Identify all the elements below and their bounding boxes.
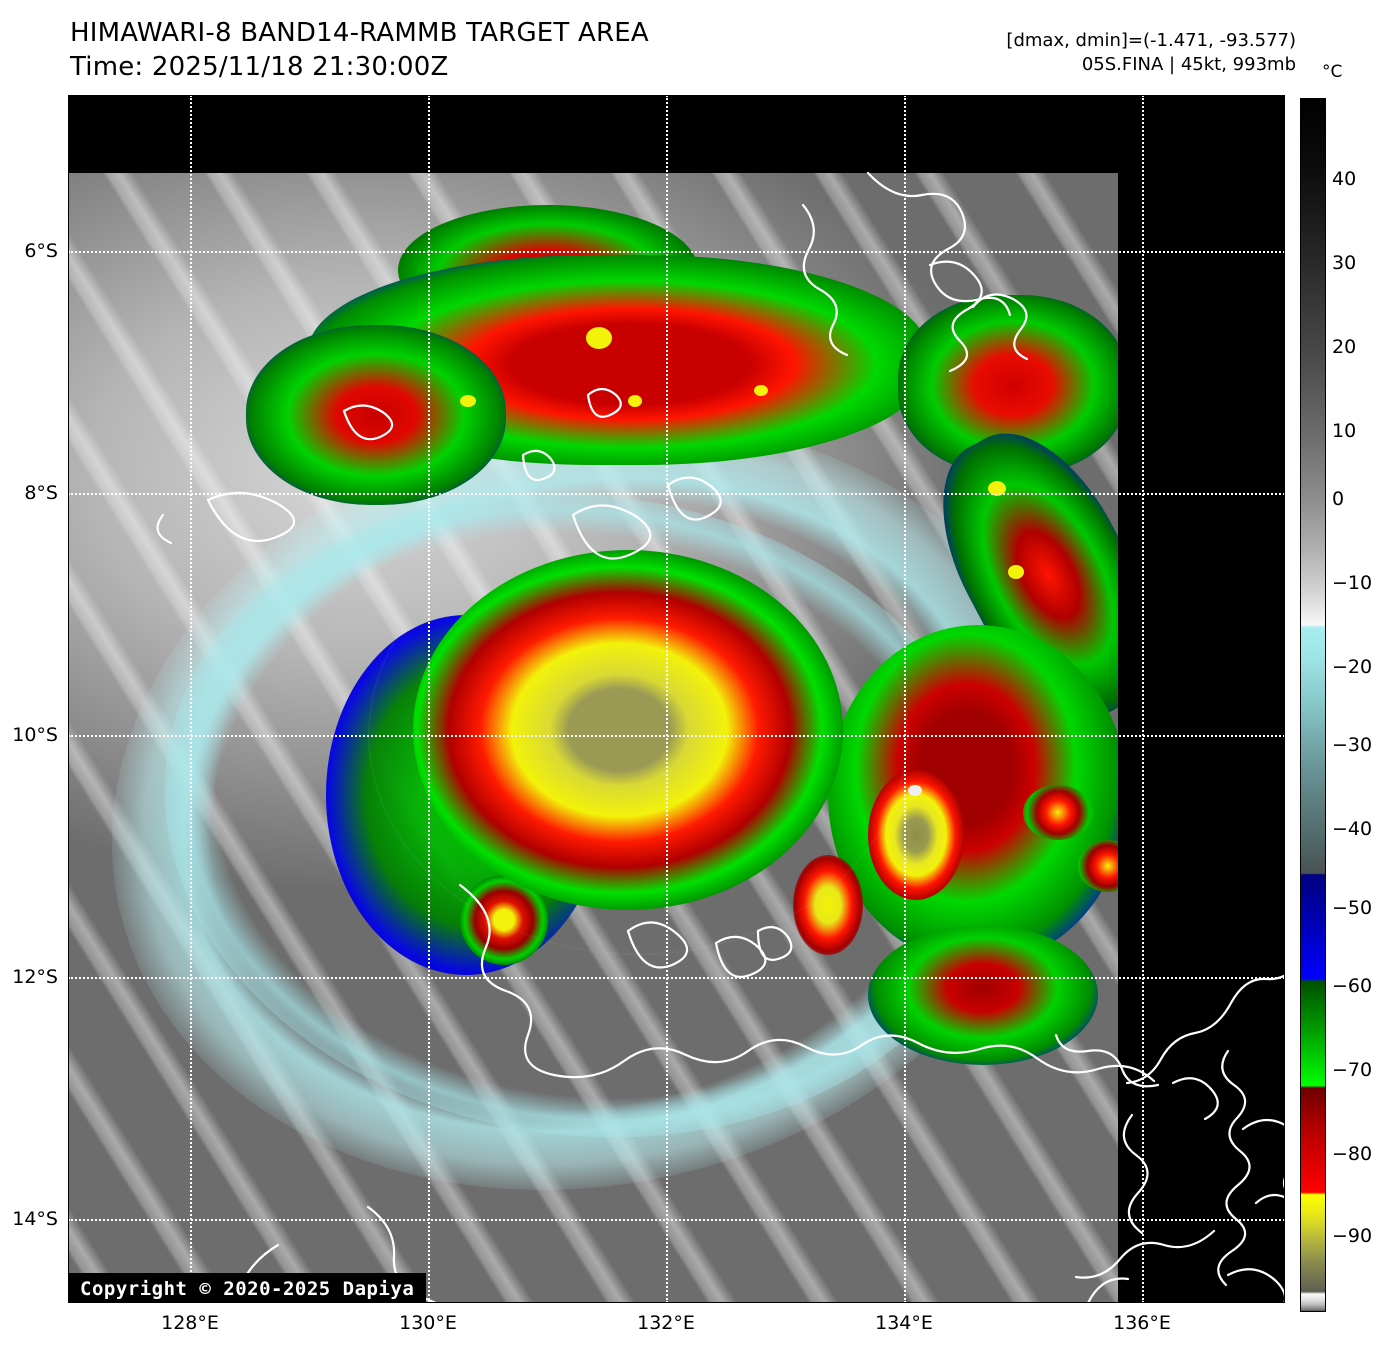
xtick-134e: 134°E <box>875 1312 933 1334</box>
central-dense-overcast <box>413 550 843 910</box>
gridline-lon-130 <box>428 95 430 1303</box>
cbtick-m70: −70 <box>1332 1059 1373 1081</box>
cbtick-m90: −90 <box>1332 1225 1373 1247</box>
cbtick-10: 10 <box>1332 420 1357 442</box>
metadata-block: [dmax, dmin]=(-1.471, -93.577) 05S.FINA … <box>1006 30 1296 75</box>
gridline-lat-14s <box>68 1219 1285 1221</box>
satellite-raster: Copyright © 2020-2025 Dapiya <box>68 95 1285 1303</box>
no-data-region-east <box>1118 95 1285 1303</box>
copyright-watermark: Copyright © 2020-2025 Dapiya <box>68 1273 427 1303</box>
ytick-8s: 8°S <box>24 482 58 504</box>
cbtick-30: 30 <box>1332 252 1357 274</box>
ytick-10s: 10°S <box>12 724 58 746</box>
gridline-lon-132 <box>666 95 668 1303</box>
satellite-image-plot[interactable]: Copyright © 2020-2025 Dapiya <box>68 95 1285 1303</box>
colorbar-unit-label: °C <box>1322 62 1343 82</box>
cold-top-spot-east <box>908 785 922 796</box>
overshoot-top-north-1 <box>586 327 612 349</box>
overshoot-top-north-4 <box>754 385 768 396</box>
gridline-lat-10s <box>68 735 1285 737</box>
title-block: HIMAWARI-8 BAND14-RAMMB TARGET AREA Time… <box>70 18 649 82</box>
coastline-overlay <box>156 171 1285 1303</box>
cbtick-20: 20 <box>1332 336 1357 358</box>
cbtick-m40: −40 <box>1332 818 1373 840</box>
xtick-136e: 136°E <box>1113 1312 1171 1334</box>
cbtick-m50: −50 <box>1332 897 1373 919</box>
ytick-6s: 6°S <box>24 240 58 262</box>
temperature-colorbar[interactable] <box>1300 98 1326 1312</box>
gridline-lon-128 <box>190 95 192 1303</box>
cbtick-m60: −60 <box>1332 975 1373 997</box>
overshoot-top-north-3 <box>460 395 476 407</box>
storm-info-label: 05S.FINA | 45kt, 993mb <box>1081 54 1296 75</box>
xtick-128e: 128°E <box>161 1312 219 1334</box>
cbtick-m80: −80 <box>1332 1143 1373 1165</box>
overshoot-top-east-2 <box>1008 565 1024 579</box>
convective-cell-east-small-1 <box>1023 785 1093 840</box>
page-title: HIMAWARI-8 BAND14-RAMMB TARGET AREA <box>70 18 649 48</box>
convective-cell-northwest <box>246 325 506 505</box>
gridline-lat-8s <box>68 493 1285 495</box>
cbtick-40: 40 <box>1332 168 1357 190</box>
gridline-lon-136 <box>1142 95 1144 1303</box>
dmax-dmin-label: [dmax, dmin]=(-1.471, -93.577) <box>1006 30 1296 51</box>
gridline-lon-134 <box>904 95 906 1303</box>
gridline-lat-6s <box>68 251 1285 253</box>
gridline-lat-12s <box>68 977 1285 979</box>
cbtick-0: 0 <box>1332 488 1345 510</box>
timestamp-label: Time: 2025/11/18 21:30:00Z <box>70 52 449 82</box>
no-data-region-north <box>68 95 1285 173</box>
xtick-130e: 130°E <box>399 1312 457 1334</box>
overshoot-top-east-1 <box>988 481 1006 496</box>
ytick-12s: 12°S <box>12 966 58 988</box>
cbtick-m20: −20 <box>1332 656 1373 678</box>
xtick-132e: 132°E <box>637 1312 695 1334</box>
overshoot-top-north-2 <box>628 395 642 407</box>
cbtick-m10: −10 <box>1332 572 1373 594</box>
cbtick-m30: −30 <box>1332 734 1373 756</box>
ytick-14s: 14°S <box>12 1208 58 1230</box>
